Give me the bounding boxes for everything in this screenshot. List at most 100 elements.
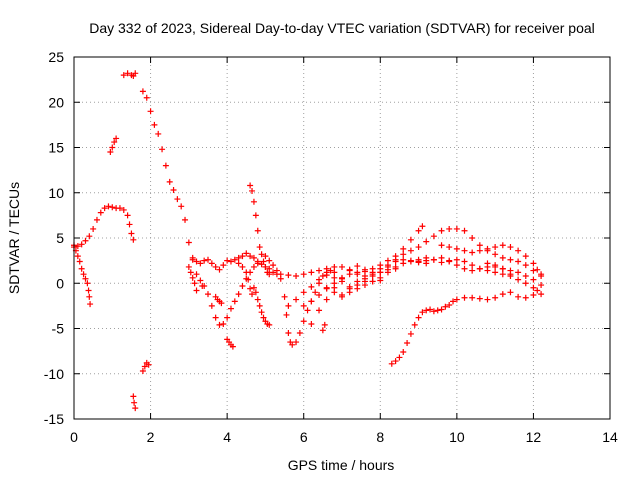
- data-point: [113, 135, 120, 142]
- data-point: [285, 302, 292, 309]
- data-point: [327, 267, 334, 274]
- x-tick-label: 12: [526, 429, 542, 445]
- data-point: [407, 247, 414, 254]
- data-point: [469, 235, 476, 241]
- data-point: [515, 269, 522, 276]
- data-point: [227, 305, 234, 312]
- data-point: [205, 256, 211, 263]
- data-point: [216, 266, 223, 273]
- data-point: [93, 216, 100, 223]
- x-tick-label: 0: [70, 429, 78, 445]
- series-arc-j: [189, 250, 280, 278]
- series-arc-k: [224, 336, 236, 350]
- data-point: [442, 303, 449, 310]
- data-point: [78, 265, 85, 272]
- data-point: [235, 260, 242, 267]
- data-point: [250, 198, 257, 205]
- data-point: [423, 238, 430, 245]
- data-point: [250, 263, 257, 270]
- data-point: [453, 225, 460, 232]
- data-point: [86, 293, 93, 300]
- data-point: [476, 242, 483, 249]
- series-arc-u: [300, 223, 426, 309]
- data-point: [270, 269, 277, 276]
- data-point: [453, 245, 460, 252]
- data-point: [82, 237, 89, 244]
- data-point: [227, 258, 234, 265]
- data-point: [258, 309, 265, 316]
- data-point: [404, 339, 411, 346]
- data-point: [193, 271, 200, 278]
- data-point: [105, 203, 112, 210]
- data-point: [354, 278, 361, 285]
- data-point: [283, 311, 290, 318]
- data-point: [319, 273, 326, 280]
- data-point: [461, 227, 468, 234]
- data-point: [116, 205, 123, 212]
- data-point: [321, 321, 328, 328]
- data-point: [250, 284, 257, 291]
- data-point: [293, 296, 300, 303]
- data-point: [145, 361, 152, 368]
- data-point: [419, 309, 426, 316]
- data-point: [339, 292, 345, 299]
- data-point: [139, 88, 146, 95]
- x-tick-label: 4: [223, 429, 231, 445]
- data-point: [430, 308, 437, 315]
- data-point: [254, 296, 261, 303]
- data-point: [484, 260, 491, 267]
- y-axis-label: SDTVAR / TECUs: [6, 182, 22, 294]
- data-point: [126, 221, 133, 228]
- data-point: [515, 258, 522, 265]
- data-point: [86, 233, 93, 240]
- series-arc-m: [247, 182, 273, 278]
- data-point: [469, 267, 476, 274]
- data-point: [507, 256, 514, 263]
- data-point: [82, 275, 89, 282]
- data-point: [260, 314, 267, 321]
- data-point: [438, 254, 445, 261]
- data-point: [530, 267, 537, 274]
- data-point: [450, 298, 457, 305]
- data-point: [155, 130, 162, 137]
- data-point: [515, 276, 522, 283]
- data-point: [247, 285, 254, 292]
- data-point: [270, 262, 277, 269]
- data-point: [249, 187, 256, 194]
- series-arc-y: [415, 254, 545, 289]
- data-point: [254, 227, 261, 234]
- y-tick-label: -10: [44, 366, 64, 382]
- data-point: [84, 280, 91, 287]
- data-point: [243, 250, 250, 257]
- data-point: [369, 269, 376, 276]
- data-point: [143, 94, 150, 101]
- data-point: [323, 296, 330, 303]
- data-point: [74, 243, 81, 250]
- data-point: [427, 306, 434, 313]
- data-point: [256, 244, 263, 251]
- data-point: [476, 265, 483, 272]
- data-point: [130, 393, 137, 400]
- data-point: [78, 241, 85, 248]
- data-point: [499, 291, 506, 298]
- data-point: [499, 242, 506, 249]
- data-point: [285, 272, 292, 279]
- data-point: [530, 276, 537, 283]
- data-point: [530, 260, 537, 267]
- data-point: [461, 265, 468, 272]
- data-point: [205, 291, 211, 298]
- x-tick-label: 14: [602, 429, 618, 445]
- data-point: [80, 271, 87, 278]
- y-tick-label: 25: [48, 49, 64, 65]
- data-point: [109, 144, 116, 151]
- x-tick-label: 10: [449, 429, 465, 445]
- data-point: [281, 293, 288, 300]
- data-point: [218, 300, 225, 307]
- data-point: [132, 405, 139, 412]
- data-point: [252, 212, 259, 219]
- data-point: [446, 301, 453, 308]
- data-point: [377, 265, 384, 272]
- data-point: [252, 289, 259, 296]
- data-point: [130, 73, 137, 80]
